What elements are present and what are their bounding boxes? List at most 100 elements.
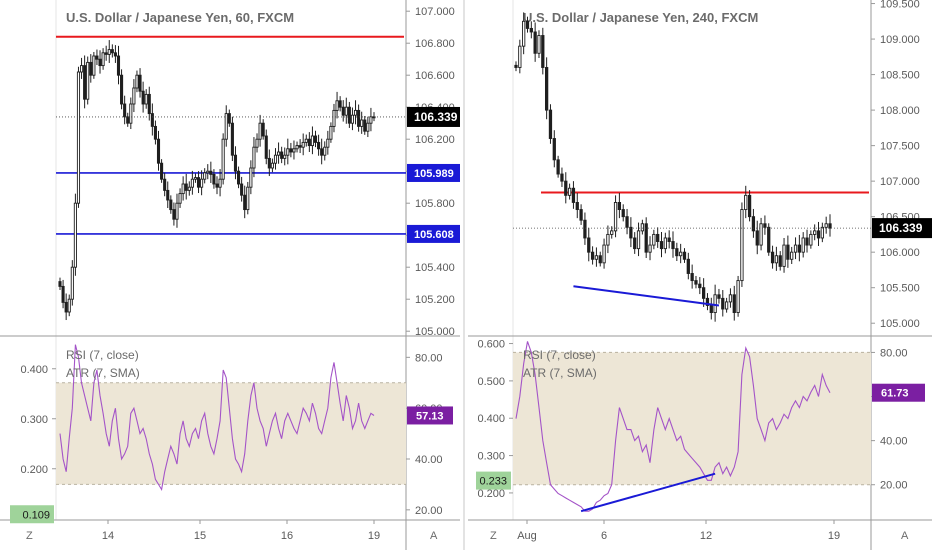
chart-title: U.S. Dollar / Japanese Yen, 240, FXCM — [523, 10, 758, 25]
candle-down — [705, 297, 710, 306]
candle-up — [740, 209, 744, 282]
price-tick-label: 105.200 — [415, 294, 455, 306]
candle-down — [138, 74, 142, 92]
candle-up — [663, 237, 667, 250]
price-tick-label: 108.000 — [880, 105, 920, 117]
candle-down — [701, 287, 706, 299]
atr-tick-label: 0.300 — [477, 451, 505, 463]
candle-up — [332, 109, 336, 127]
candle-up — [187, 186, 191, 191]
candle-up — [206, 170, 210, 174]
price-tick-label: 105.000 — [415, 326, 455, 338]
price-trendline[interactable] — [573, 285, 720, 307]
candle-up — [323, 146, 327, 156]
candle-down — [621, 209, 625, 218]
time-tick-label: 12 — [700, 530, 712, 542]
candle-down — [656, 233, 660, 242]
candle-down — [156, 138, 161, 164]
candle-up — [369, 116, 373, 124]
candle-down — [529, 27, 533, 33]
candle-down — [113, 52, 117, 57]
atr-value-label: 0.109 — [22, 509, 50, 521]
rsi-value-label: 57.13 — [416, 410, 444, 422]
candle-up — [258, 122, 262, 140]
chart-panel-right: 109.500 109.000 108.500 108.000 107.500 107.0… — [468, 0, 932, 550]
candle-down — [307, 138, 311, 147]
candle-up — [249, 167, 253, 188]
zoom-reset-button[interactable]: Z — [490, 530, 497, 542]
candle-up — [203, 172, 207, 180]
candle-down — [721, 297, 725, 310]
rsi-legend-label: RSI (7, close) — [523, 348, 596, 362]
candle-down — [548, 109, 553, 139]
time-tick-label: 6 — [601, 530, 607, 542]
candle-up — [277, 151, 281, 156]
candle-up — [652, 233, 656, 246]
time-axis: 14 15 16 19 — [102, 520, 380, 542]
candle-up — [252, 146, 256, 169]
candle-down — [166, 189, 170, 201]
candle-up — [221, 138, 225, 180]
support-level-badge — [407, 163, 461, 182]
candle-down — [209, 170, 213, 175]
auto-scale-button[interactable]: A — [901, 530, 909, 542]
support-level-label: 105.989 — [414, 168, 454, 180]
candle-up — [824, 223, 828, 228]
candle-up — [200, 178, 204, 188]
candle-up — [567, 187, 572, 196]
candle-down — [667, 237, 671, 242]
atr-legend-label: ATR (7, SMA) — [66, 366, 140, 380]
rsi-band — [513, 352, 871, 485]
candle-down — [116, 55, 121, 76]
candle-down — [598, 255, 602, 264]
rsi-tick-label: 80.00 — [880, 347, 908, 359]
candle-down — [289, 148, 293, 153]
candle-up — [86, 61, 90, 100]
candle-up — [175, 202, 179, 220]
candle-down — [240, 183, 244, 196]
candle-down — [61, 285, 65, 303]
zoom-reset-button[interactable]: Z — [26, 530, 33, 542]
candle-down — [64, 301, 68, 313]
candle-down — [184, 183, 188, 191]
candle-down — [686, 258, 690, 274]
candle-up — [759, 223, 763, 246]
candle-down — [579, 209, 583, 221]
candle-down — [698, 283, 702, 289]
candle-up — [602, 244, 606, 264]
auto-scale-button[interactable]: A — [430, 530, 438, 542]
candle-down — [644, 223, 648, 253]
rsi-tick-label: 80.00 — [415, 352, 443, 364]
price-tick-label: 109.000 — [880, 34, 920, 46]
candle-up — [537, 35, 541, 54]
price-tick-label: 106.600 — [415, 70, 455, 82]
atr-tick-label: 0.400 — [477, 413, 505, 425]
candle-down — [341, 106, 345, 116]
candle-down — [763, 223, 767, 228]
candle-down — [552, 138, 556, 161]
price-tick-label: 106.200 — [415, 134, 455, 146]
candle-up — [283, 154, 287, 159]
rsi-tick-label: 20.00 — [880, 480, 908, 492]
candle-down — [236, 170, 241, 185]
candle-down — [89, 61, 93, 76]
time-tick-label: 14 — [102, 530, 114, 542]
candle-down — [617, 202, 622, 211]
chart-title: U.S. Dollar / Japanese Yen, 60, FXCM — [66, 10, 294, 25]
candle-down — [169, 199, 173, 211]
candle-up — [67, 298, 71, 313]
candle-up — [809, 233, 813, 246]
atr-legend-label: ATR (7, SMA) — [523, 366, 597, 380]
candle-down — [583, 219, 587, 239]
candle-up — [255, 138, 259, 148]
candlestick-series — [58, 40, 376, 321]
current-price-label: 106.339 — [879, 221, 923, 235]
time-tick-label: 19 — [828, 530, 840, 542]
atr-tick-label: 0.400 — [20, 364, 48, 376]
candle-down — [233, 154, 238, 172]
candle-down — [778, 255, 782, 267]
candle-down — [141, 90, 145, 105]
time-tick-label: 15 — [194, 530, 206, 542]
candle-down — [694, 280, 698, 285]
rsi-trendline[interactable] — [580, 472, 716, 513]
